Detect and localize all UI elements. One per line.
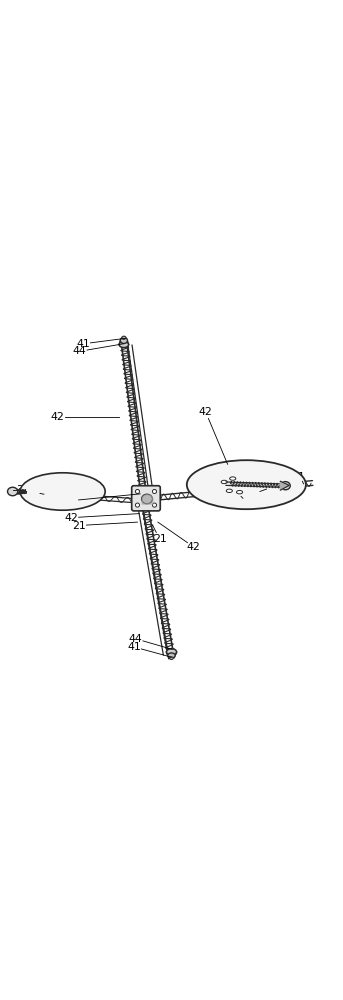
Text: 1: 1 xyxy=(297,472,304,482)
Ellipse shape xyxy=(236,490,243,494)
Ellipse shape xyxy=(281,482,290,490)
Ellipse shape xyxy=(226,489,233,493)
Text: 42: 42 xyxy=(51,412,64,422)
Ellipse shape xyxy=(120,337,128,343)
Text: 42: 42 xyxy=(199,407,212,417)
Ellipse shape xyxy=(119,341,129,348)
Ellipse shape xyxy=(122,336,126,339)
Ellipse shape xyxy=(168,653,175,658)
Text: 21: 21 xyxy=(153,534,166,544)
Ellipse shape xyxy=(230,477,236,480)
Ellipse shape xyxy=(20,473,105,510)
Text: 42: 42 xyxy=(64,513,78,523)
Text: 21: 21 xyxy=(72,521,86,531)
Circle shape xyxy=(135,503,140,507)
Circle shape xyxy=(152,503,156,507)
Text: 43: 43 xyxy=(40,490,54,500)
Ellipse shape xyxy=(142,494,152,504)
Ellipse shape xyxy=(8,487,18,496)
Ellipse shape xyxy=(187,460,306,509)
Text: 22: 22 xyxy=(239,497,253,507)
Text: 41: 41 xyxy=(127,642,141,652)
Ellipse shape xyxy=(221,480,227,484)
Circle shape xyxy=(135,489,140,494)
Polygon shape xyxy=(280,481,289,490)
Text: 32: 32 xyxy=(16,485,31,495)
Ellipse shape xyxy=(170,657,173,660)
Text: 44: 44 xyxy=(129,634,143,644)
Text: 44: 44 xyxy=(73,346,86,356)
Text: 31: 31 xyxy=(64,496,78,506)
FancyBboxPatch shape xyxy=(132,486,160,511)
Ellipse shape xyxy=(166,649,177,655)
Text: 31: 31 xyxy=(267,481,281,491)
Text: 42: 42 xyxy=(187,542,201,552)
Circle shape xyxy=(152,489,156,494)
Text: 41: 41 xyxy=(76,339,90,349)
